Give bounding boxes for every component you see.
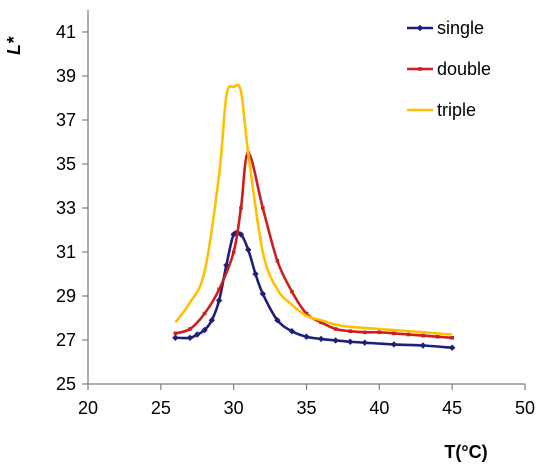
data-point (217, 287, 221, 292)
y-tick-label: 41 (56, 22, 76, 42)
legend-label: triple (437, 100, 476, 120)
data-point (303, 333, 310, 340)
data-point (252, 270, 259, 278)
legend-marker (416, 24, 424, 32)
x-tick-label: 20 (78, 398, 98, 418)
x-axis-label: T(°C) (444, 442, 487, 462)
data-point (348, 329, 352, 333)
legend-item-triple: triple (407, 100, 476, 120)
legend-marker (418, 67, 422, 71)
data-point (419, 342, 427, 349)
data-point (406, 332, 411, 337)
series-double (173, 151, 454, 340)
x-tick-label: 50 (515, 398, 535, 418)
x-tick-label: 30 (224, 398, 244, 418)
data-point (333, 327, 338, 331)
x-tick-label: 45 (442, 398, 462, 418)
legend-item-single: single (407, 18, 484, 38)
data-point (347, 338, 354, 345)
series-single (172, 230, 456, 351)
data-point (332, 337, 339, 344)
x-tick-label: 40 (369, 398, 389, 418)
data-point (172, 334, 179, 341)
x-tick-label: 35 (296, 398, 316, 418)
data-point (421, 333, 425, 338)
data-point (319, 320, 323, 325)
data-point (201, 326, 208, 334)
x-tick-label: 25 (151, 398, 171, 418)
data-point (259, 290, 266, 297)
data-point (245, 246, 252, 253)
data-point (362, 330, 367, 335)
data-point (239, 206, 243, 210)
y-tick-label: 27 (56, 330, 76, 350)
data-point (377, 330, 382, 335)
data-point (392, 331, 396, 336)
y-tick-label: 35 (56, 154, 76, 174)
chart-legend: single double triple (407, 18, 491, 120)
series-layer (172, 83, 456, 351)
data-point (304, 311, 309, 316)
series-line-single (175, 230, 453, 349)
data-point (202, 311, 207, 316)
series-triple (174, 83, 453, 336)
data-point (186, 334, 194, 341)
data-point (215, 297, 223, 304)
data-point (173, 331, 178, 336)
data-point (261, 206, 265, 210)
series-line-triple (174, 83, 453, 336)
data-point (194, 331, 201, 338)
data-point (361, 339, 368, 346)
y-tick-label: 33 (56, 198, 76, 218)
y-axis-label: L* (4, 36, 24, 55)
data-point (230, 231, 237, 238)
data-point (450, 336, 454, 340)
data-point (188, 327, 192, 331)
y-tick-label: 31 (56, 242, 76, 262)
data-point (317, 335, 325, 343)
data-point (435, 334, 440, 339)
legend-item-double: double (407, 59, 491, 79)
y-tick-label: 37 (56, 110, 76, 130)
data-point (390, 341, 398, 348)
legend-label: single (437, 18, 484, 38)
y-tick-label: 29 (56, 286, 76, 306)
y-tick-label: 39 (56, 66, 76, 86)
data-point (448, 344, 456, 351)
data-point (208, 317, 216, 324)
data-point (290, 289, 294, 294)
legend-label: double (437, 59, 491, 79)
data-point (275, 259, 280, 263)
data-point (288, 328, 296, 335)
data-point (274, 317, 281, 324)
y-tick-label: 25 (56, 374, 76, 394)
data-point (231, 250, 236, 254)
data-point (237, 231, 245, 238)
